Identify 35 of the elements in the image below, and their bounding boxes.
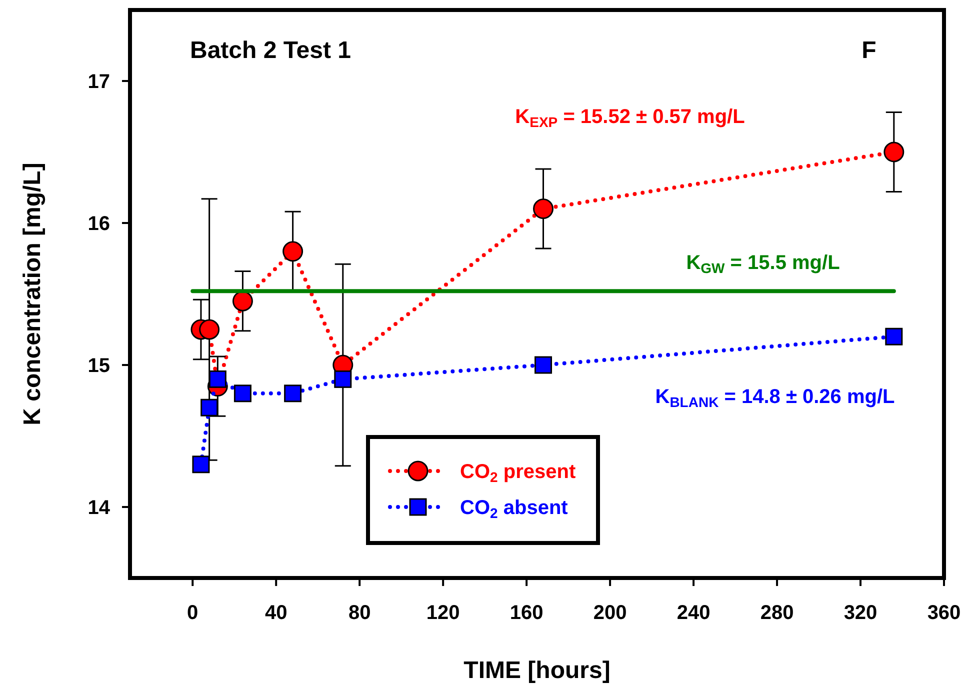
- point: [234, 384, 252, 402]
- x-tick-label: 40: [264, 602, 288, 624]
- x-tick-label: 280: [760, 602, 794, 624]
- x-tick-label: 320: [844, 602, 878, 624]
- annotation: Batch 2 Test 1: [190, 37, 351, 64]
- x-tick-label: 160: [510, 602, 544, 624]
- point: [208, 370, 226, 388]
- x-tick-label: 360: [927, 602, 961, 624]
- y-axis-title: K concentration [mg/L]: [19, 162, 46, 426]
- point: [884, 142, 904, 162]
- point: [284, 384, 302, 402]
- y-tick-label: 15: [88, 355, 110, 377]
- point: [200, 398, 218, 416]
- point: [885, 328, 903, 346]
- x-tick-label: 80: [348, 602, 371, 624]
- annotation: K$_{GW}$ = 15.5 mg/L: [686, 252, 840, 276]
- x-tick-label: 120: [426, 602, 460, 624]
- point: [533, 198, 554, 220]
- x-tick-label: 200: [593, 602, 627, 624]
- x-tick-label: 240: [676, 602, 710, 624]
- annotation: F: [862, 37, 876, 64]
- legend-label: CO$_{2}$ absent: [460, 497, 568, 522]
- x-tick-label: 0: [187, 602, 198, 624]
- annotation: K$_{EXP}$ = 15.52 ± 0.57 mg/L: [515, 106, 745, 130]
- y-tick-label: 16: [88, 213, 110, 235]
- point: [282, 241, 304, 262]
- point: [534, 356, 552, 374]
- y-tick-label: 17: [88, 71, 110, 93]
- legend-label: CO$_{2}$ present: [460, 461, 576, 486]
- point: [192, 456, 210, 474]
- point: [334, 370, 352, 388]
- annotation: K$_{BLANK}$ = 14.8 ± 0.26 mg/L: [655, 386, 895, 410]
- x-axis-title: TIME [hours]: [464, 657, 610, 684]
- y-tick-label: 14: [88, 497, 111, 519]
- point: [199, 319, 220, 340]
